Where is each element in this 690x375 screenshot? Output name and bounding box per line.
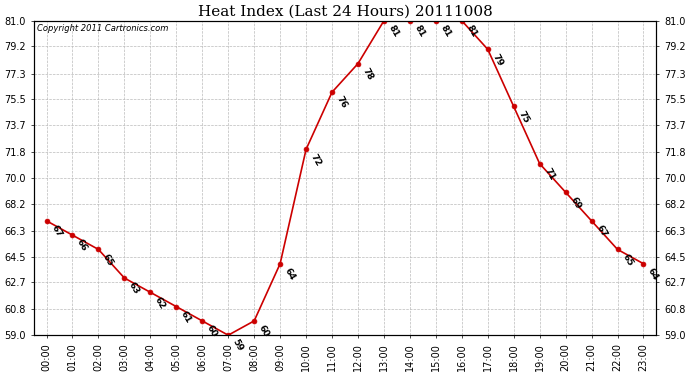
Text: 64: 64 <box>647 267 660 282</box>
Text: 67: 67 <box>49 224 63 239</box>
Text: 66: 66 <box>75 238 89 253</box>
Text: 63: 63 <box>127 281 141 296</box>
Text: 65: 65 <box>101 252 115 267</box>
Text: 60: 60 <box>205 324 219 339</box>
Text: 81: 81 <box>413 24 426 39</box>
Text: 67: 67 <box>594 224 609 239</box>
Text: 81: 81 <box>439 24 453 39</box>
Text: 60: 60 <box>257 324 271 339</box>
Text: 62: 62 <box>153 295 167 310</box>
Text: 59: 59 <box>231 338 245 353</box>
Text: 81: 81 <box>464 24 479 39</box>
Text: 64: 64 <box>283 267 297 282</box>
Text: 76: 76 <box>335 95 349 110</box>
Text: 71: 71 <box>542 166 557 182</box>
Text: 75: 75 <box>517 109 531 125</box>
Text: 78: 78 <box>361 66 375 82</box>
Text: Copyright 2011 Cartronics.com: Copyright 2011 Cartronics.com <box>37 24 168 33</box>
Title: Heat Index (Last 24 Hours) 20111008: Heat Index (Last 24 Hours) 20111008 <box>197 4 493 18</box>
Text: 61: 61 <box>179 309 193 325</box>
Text: 81: 81 <box>386 24 401 39</box>
Text: 65: 65 <box>620 252 634 267</box>
Text: 72: 72 <box>309 152 323 168</box>
Text: 69: 69 <box>569 195 582 210</box>
Text: 79: 79 <box>491 52 504 68</box>
